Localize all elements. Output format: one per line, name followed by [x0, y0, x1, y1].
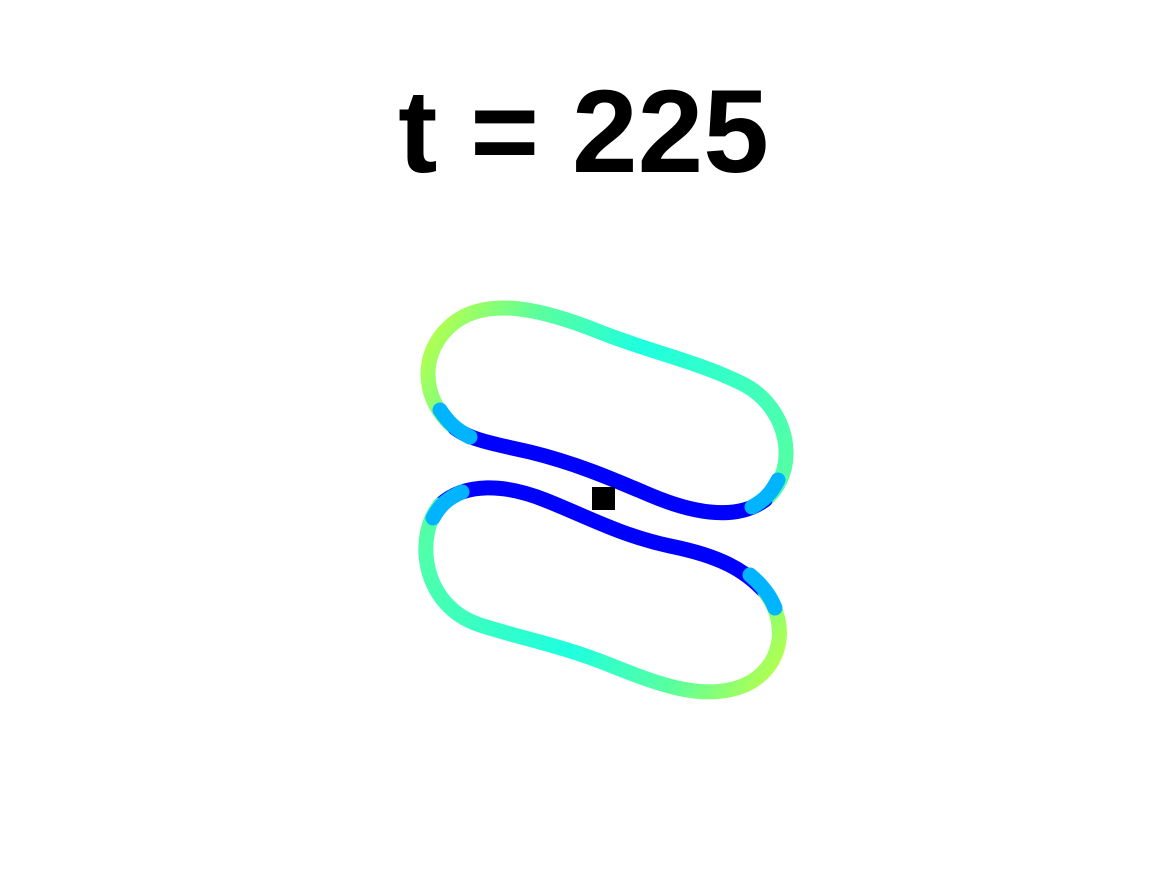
upper-vortex-loop	[420, 300, 794, 508]
lower-vortex-loop	[418, 497, 787, 700]
upper-vortex-inner-edge	[447, 420, 773, 521]
frame-title: t = 225	[398, 66, 769, 198]
lower-vortex-transition-right	[742, 567, 783, 616]
center-marker	[592, 487, 615, 510]
upper-vortex-transition-right	[744, 472, 786, 515]
upper-vortex-transition-left	[432, 402, 478, 445]
lower-vortex-inner-edge	[432, 480, 773, 600]
lower-vortex-transition-left	[425, 484, 470, 526]
